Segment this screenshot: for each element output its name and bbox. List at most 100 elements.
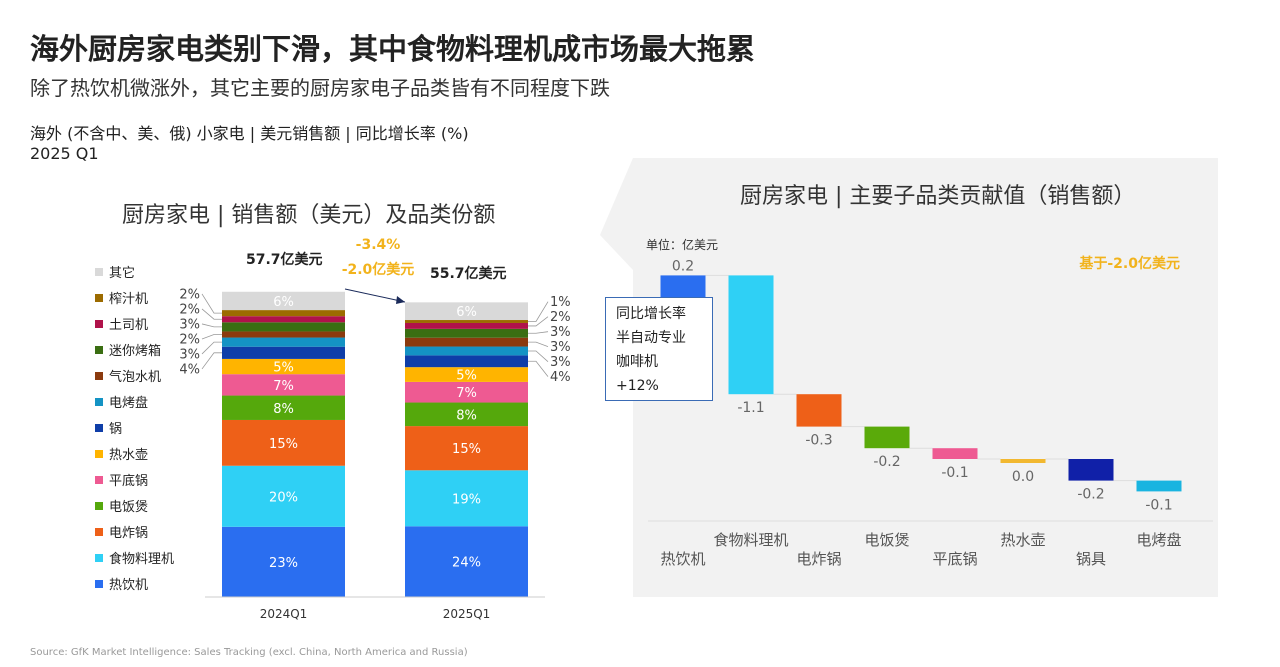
value-label: -0.1 (1145, 497, 1172, 513)
value-label: -0.2 (1077, 487, 1104, 503)
segment-label: 2% (179, 302, 200, 317)
segment-label: 8% (456, 408, 477, 423)
waterfall-bar (1136, 480, 1182, 492)
value-label: -0.1 (941, 465, 968, 481)
change-label: -3.4% (356, 237, 401, 253)
segment-label: 20% (269, 490, 298, 505)
x-tick-label: 热饮机 (660, 550, 705, 568)
annotation-line: 同比增长率 (616, 306, 686, 322)
bar-segment (405, 346, 528, 356)
segment-label: 2% (179, 332, 200, 347)
bar-segment (405, 381, 528, 403)
leader-line (201, 323, 222, 328)
waterfall-bar (728, 275, 774, 395)
annotation-line: +12% (616, 378, 659, 394)
annotation-box: 同比增长率 半自动专业 咖啡机 +12% (605, 297, 713, 401)
waterfall-bar (1000, 459, 1046, 463)
segment-label: 6% (273, 295, 294, 310)
segment-label: 7% (273, 379, 294, 394)
bar-segment (222, 465, 345, 527)
segment-label: 2% (179, 287, 200, 302)
segment-label: 19% (452, 492, 481, 507)
leader-line (201, 334, 222, 340)
segment-label: 15% (269, 437, 298, 452)
bar-segment (222, 346, 345, 359)
waterfall-bar (1068, 459, 1114, 481)
legend-swatch (95, 371, 103, 380)
legend-label: 电烤盘 (109, 396, 149, 411)
legend-label: 热水壶 (109, 448, 149, 463)
total-label: 57.7亿美元 (246, 251, 323, 268)
bar-segment (405, 320, 528, 323)
legend-swatch (95, 553, 103, 562)
leader-line (528, 360, 549, 377)
legend-item: 榨汁机 (95, 288, 148, 307)
value-label: -0.2 (873, 454, 900, 470)
x-tick-label: 电饭煲 (864, 531, 909, 549)
segment-label: 5% (456, 369, 477, 384)
value-label: -0.3 (805, 433, 832, 449)
segment-label: 3% (550, 355, 571, 370)
bar-segment (405, 426, 528, 471)
legend-label: 气泡水机 (109, 370, 162, 385)
segment-label: 5% (273, 361, 294, 376)
legend-label: 其它 (109, 266, 136, 281)
total-label: 55.7亿美元 (430, 265, 507, 282)
legend-swatch (95, 267, 103, 276)
page-subtitle: 除了热饮机微涨外，其它主要的厨房家电子品类皆有不同程度下跌 (30, 76, 610, 100)
bar-segment (222, 322, 345, 332)
waterfall-bar (660, 275, 706, 297)
bar-segment (222, 374, 345, 396)
arrow-head (396, 296, 405, 304)
value-label: 0.0 (1012, 469, 1034, 485)
segment-label: 24% (452, 556, 481, 571)
legend-swatch (95, 501, 103, 510)
annotation-line: 半自动专业 (616, 330, 686, 346)
bar-segment (222, 291, 345, 311)
left-chart-title: 厨房家电 | 销售额（美元）及品类份额 (122, 203, 496, 228)
legend-swatch (95, 397, 103, 406)
legend-label: 热饮机 (109, 578, 149, 593)
bar-segment (222, 419, 345, 466)
leader-line (201, 352, 222, 370)
legend-swatch (95, 345, 103, 354)
legend-swatch (95, 293, 103, 302)
legend-swatch (95, 527, 103, 536)
bar-segment (405, 367, 528, 382)
leader-line (201, 341, 222, 355)
segment-label: 6% (456, 305, 477, 320)
leader-line (528, 331, 549, 334)
x-tick-label: 2025Q1 (443, 607, 491, 621)
x-tick-label: 2024Q1 (260, 607, 308, 621)
value-label: 0.2 (672, 258, 694, 274)
segment-label: 1% (550, 295, 571, 310)
bar-segment (405, 355, 528, 368)
x-tick-label: 食物料理机 (713, 531, 788, 549)
legend-item: 气泡水机 (95, 366, 161, 385)
legend-item: 其它 (95, 262, 135, 281)
waterfall-bar (796, 394, 842, 427)
x-tick-label: 电烤盘 (1136, 531, 1181, 549)
bar-segment (405, 328, 528, 338)
legend-label: 土司机 (109, 318, 149, 333)
legend-item: 锅 (95, 418, 122, 437)
segment-label: 23% (269, 556, 298, 571)
bar-segment (222, 310, 345, 317)
x-tick-label: 热水壶 (1000, 531, 1045, 549)
leader-line (528, 301, 549, 322)
segment-label: 15% (452, 442, 481, 457)
x-tick-label: 锅具 (1076, 550, 1106, 568)
leader-line (528, 350, 549, 362)
leader-line (201, 308, 222, 320)
callout-pointer (600, 158, 633, 270)
x-tick-label: 平底锅 (932, 550, 977, 568)
segment-label: 2% (550, 310, 571, 325)
segment-label: 8% (273, 402, 294, 417)
bar-segment (405, 337, 528, 347)
segment-label: 3% (550, 340, 571, 355)
legend-item: 电烤盘 (95, 392, 148, 411)
waterfall-bar (932, 448, 978, 459)
leader-line (201, 293, 222, 314)
stacked-bar-chart: 23%20%15%8%7%5%6%2%2%3%2%3%4%2024Q124%19… (179, 237, 571, 621)
